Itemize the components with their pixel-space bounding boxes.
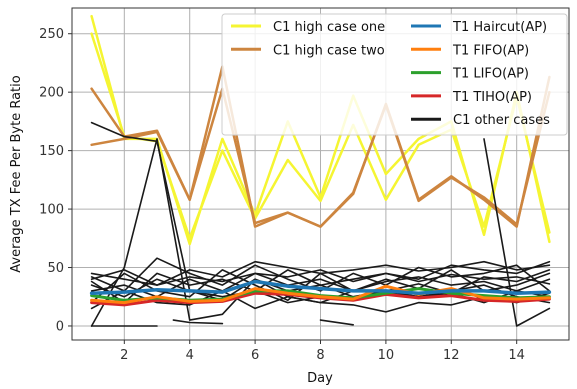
y-tick-label: 200	[39, 86, 64, 101]
x-tick-label: 14	[508, 348, 525, 363]
x-tick-label: 8	[316, 348, 324, 363]
series-line-c1-other-cases	[90, 257, 551, 292]
y-tick-label: 100	[39, 203, 64, 218]
series-line-c1-other-cases	[483, 138, 551, 327]
y-tick-label: 250	[39, 27, 64, 42]
x-tick-label: 10	[378, 348, 395, 363]
series-line-c1-high-case-one	[90, 32, 551, 240]
legend-box	[221, 13, 568, 136]
y-tick-label: 0	[56, 319, 64, 334]
legend: C1 high case one C1 high case two T1 Hairc…	[221, 13, 568, 136]
y-tick-label: 50	[47, 261, 64, 276]
x-tick-label: 2	[120, 348, 128, 363]
series-line-t1-haircut-ap	[89, 279, 552, 295]
series-line-t1-fifo-ap	[90, 284, 551, 305]
x-tick-label: 6	[251, 348, 259, 363]
series-line-c1-other-cases	[319, 319, 355, 326]
x-axis-label: Day	[307, 371, 333, 386]
y-axis-label: Average TX Fee Per Byte Ratio	[9, 75, 24, 273]
legend-label: T1 TIHO(AP)	[452, 90, 532, 105]
x-tick-label: 4	[186, 348, 194, 363]
series-line-c1-other-cases	[90, 260, 551, 286]
legend-label: T1 FIFO(AP)	[452, 43, 529, 58]
series-line-c1-other-cases	[172, 319, 224, 325]
legend-label: T1 LIFO(AP)	[452, 67, 529, 82]
series-line-c1-other-cases	[90, 269, 551, 304]
legend-label: C1 high case two	[273, 43, 385, 58]
series-line-c1-high-case-two	[90, 87, 551, 228]
axis-ticks: 2 4 6 8 10 12 14 0 50 100 150 200 250	[39, 27, 525, 363]
y-tick-label: 150	[39, 144, 64, 159]
x-tick-label: 12	[443, 348, 460, 363]
series-layer	[89, 14, 552, 327]
legend-label: C1 other cases	[453, 113, 550, 128]
legend-label: T1 Haircut(AP)	[452, 20, 547, 35]
legend-label: C1 high case one	[273, 20, 385, 35]
